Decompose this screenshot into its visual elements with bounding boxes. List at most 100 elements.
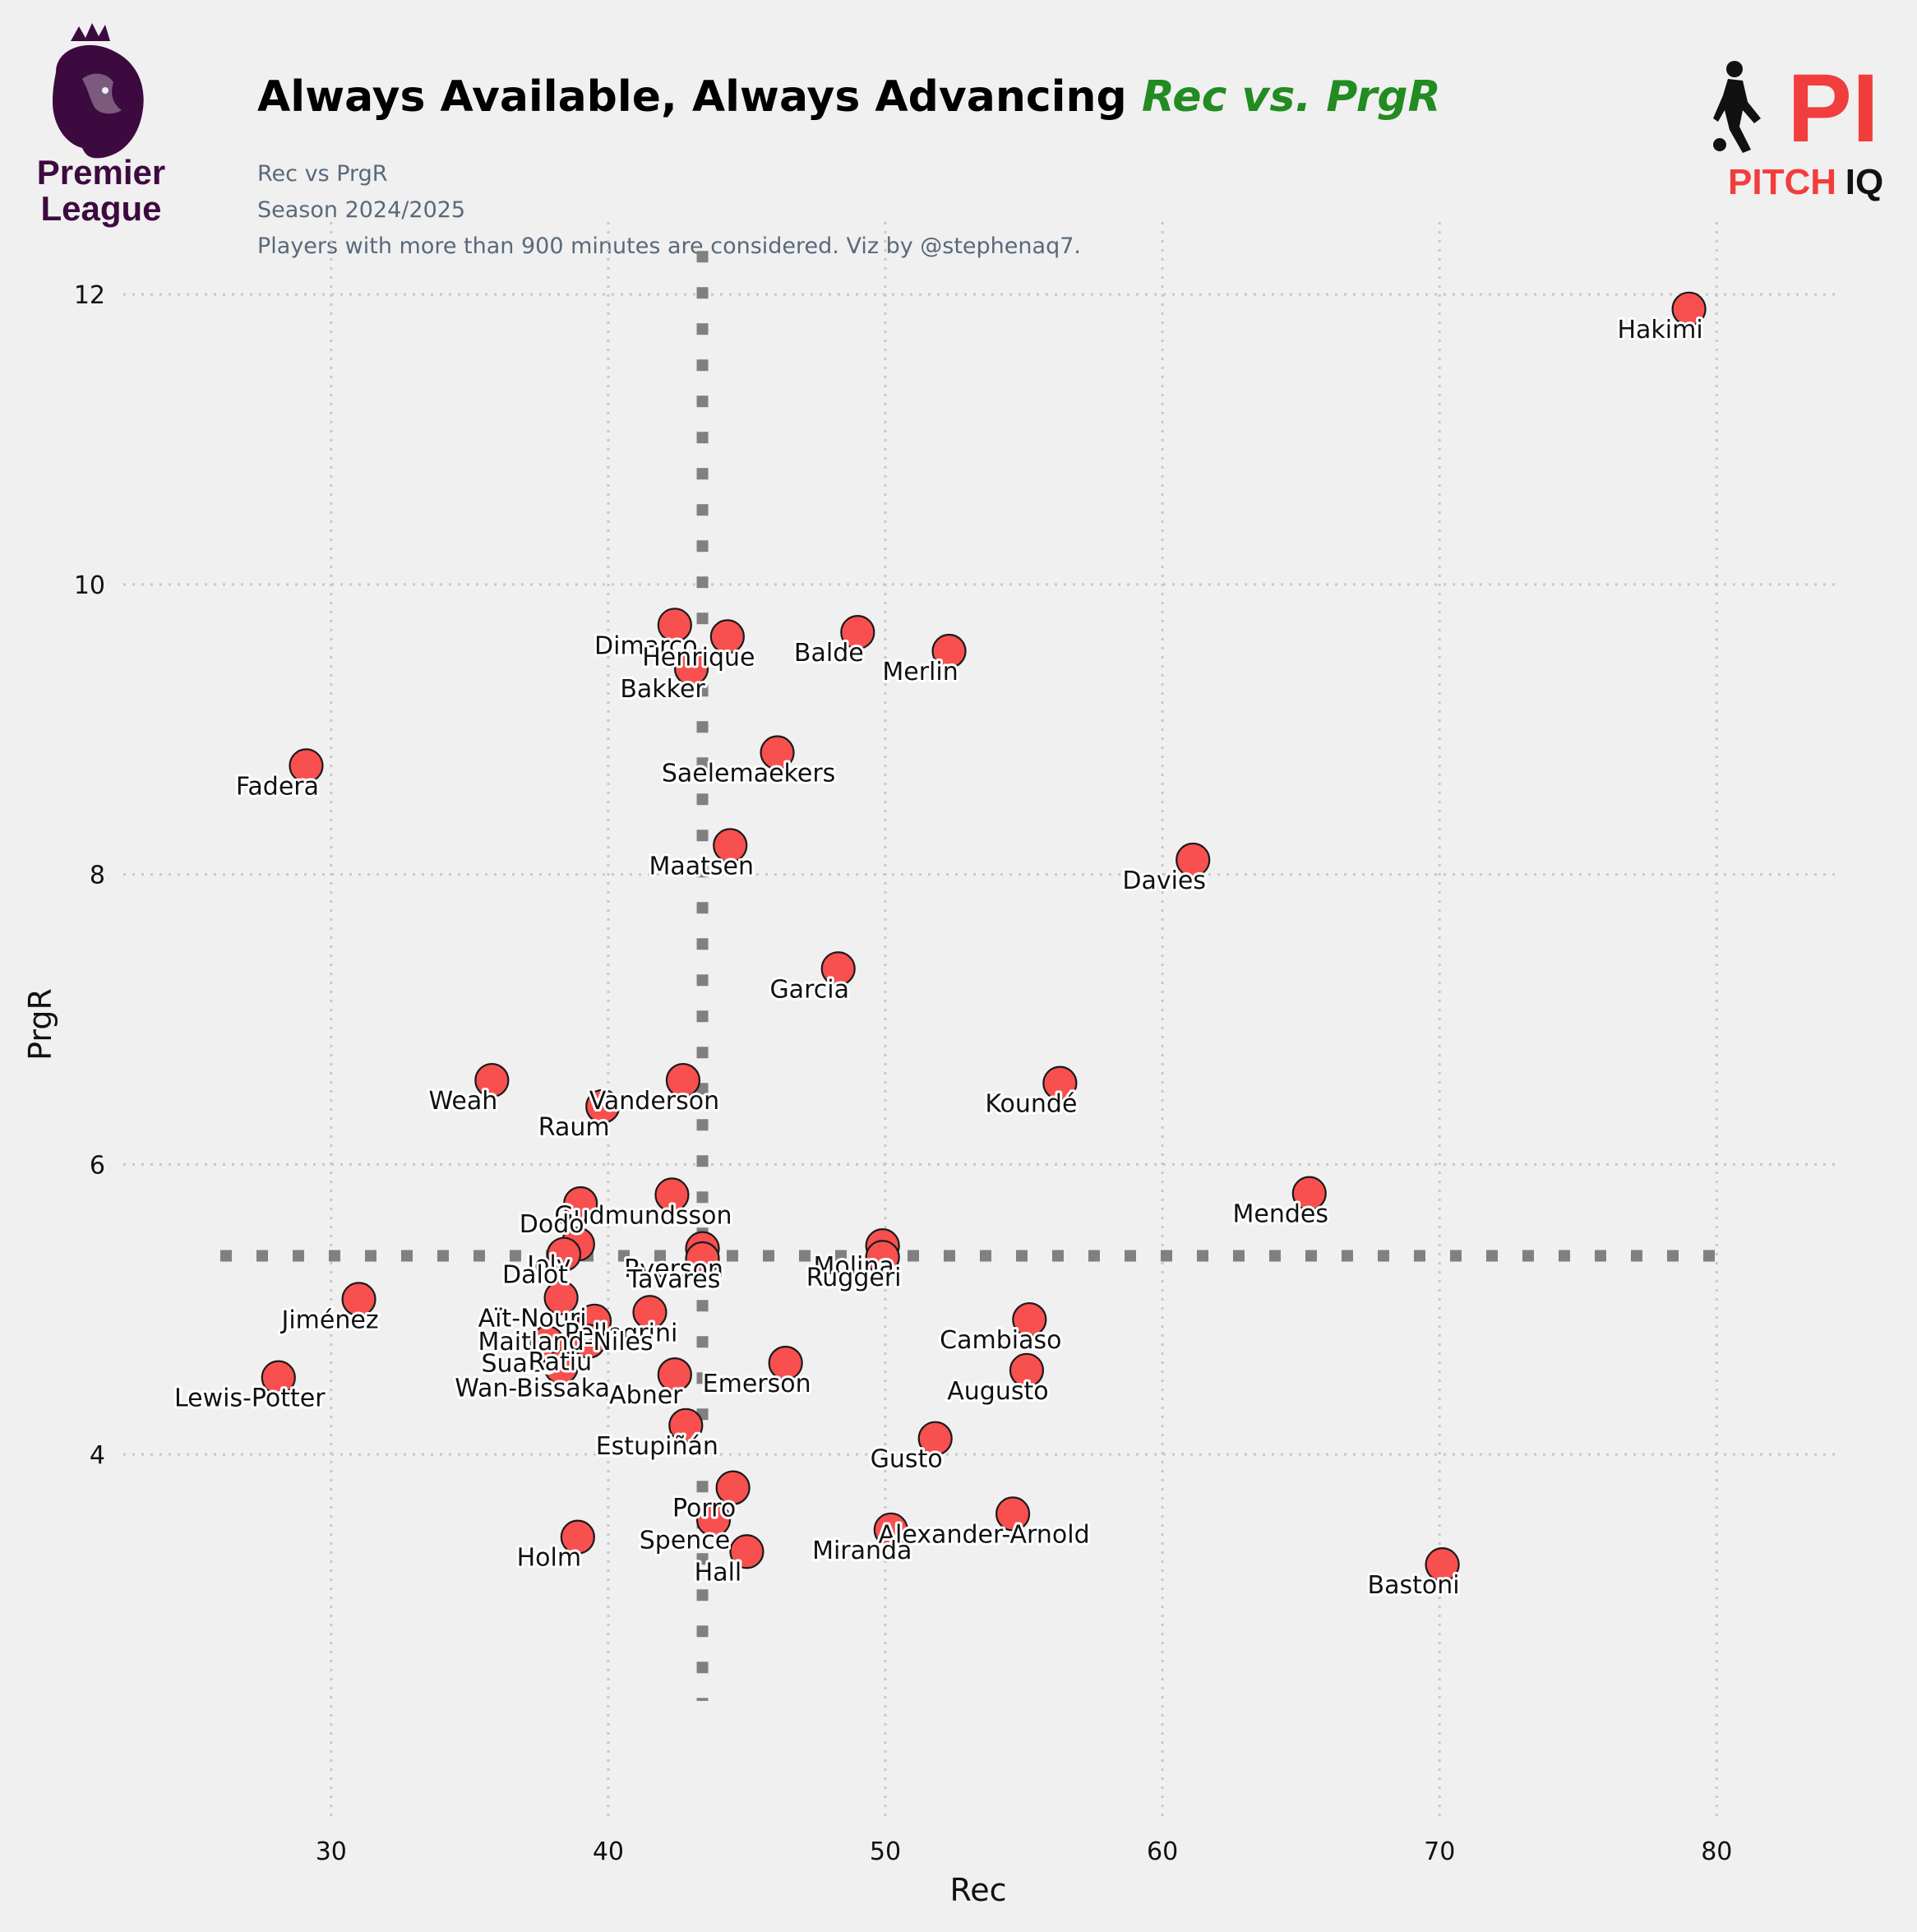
point-label: Spence [640, 1526, 731, 1555]
point-label: Pellegrini [565, 1319, 678, 1347]
point-label: Ryerson [624, 1255, 723, 1284]
data-point [729, 1534, 764, 1569]
point-label: Davies [1122, 867, 1206, 895]
lion-crest-icon: Premier League [37, 23, 165, 228]
data-point [917, 1421, 953, 1456]
point-label: Jiménez [279, 1306, 378, 1334]
point-label: Suazo [481, 1349, 556, 1378]
data-point [709, 619, 745, 654]
data-point [474, 1062, 510, 1098]
y-tick-label: 6 [90, 1151, 105, 1180]
svg-text:League: League [40, 189, 161, 228]
x-tick-label: 40 [593, 1837, 624, 1866]
y-tick-labels: 4 6 8 10 12 [74, 281, 105, 1470]
data-point [657, 1357, 692, 1393]
data-point [713, 828, 748, 863]
data-point [654, 1177, 690, 1213]
svg-text:PITCH: PITCH [1728, 162, 1836, 202]
data-point [543, 1280, 579, 1315]
data-point [665, 1062, 701, 1098]
x-tick-labels: 30 40 50 60 70 80 [316, 1837, 1733, 1866]
footballer-silhouette-icon: PI PITCH IQ [1713, 54, 1883, 202]
data-point [715, 1470, 751, 1505]
data-point [571, 1324, 607, 1359]
data-point [695, 1502, 732, 1537]
data-point [768, 1345, 803, 1381]
point-label: Lewis-Potter [174, 1384, 326, 1413]
data-point [931, 633, 967, 669]
data-point [1012, 1301, 1047, 1338]
data-point [632, 1295, 667, 1330]
subtitle-note: Players with more than 900 minutes are c… [257, 233, 1081, 259]
data-point [546, 1236, 582, 1272]
point-label: Koundé [985, 1090, 1077, 1119]
point-label: Dimarco [594, 631, 698, 660]
point-label: Balde [794, 639, 864, 668]
point-label: Emerson [703, 1370, 811, 1398]
point-label: Holm [517, 1544, 581, 1573]
chart-title: Always Available, Always Advancing Rec v… [257, 72, 1441, 122]
subtitle-metric: Rec vs PrgR [257, 161, 388, 187]
point-label: Gudmundsson [554, 1201, 732, 1230]
point-label: Bakker [620, 675, 705, 704]
data-point [1176, 842, 1211, 878]
point-label: Wan-Bissaka [455, 1374, 610, 1403]
point-label: Cambiaso [940, 1326, 1061, 1355]
y-tick-label: 12 [74, 281, 105, 310]
data-point [1425, 1547, 1460, 1583]
data-point [1671, 291, 1707, 326]
svg-text:Premier: Premier [37, 153, 165, 192]
point-label: Hall [695, 1558, 742, 1587]
data-points [261, 291, 1707, 1583]
data-point [685, 1241, 720, 1277]
data-point [995, 1496, 1031, 1532]
point-label: Maitland-Niles [478, 1328, 653, 1357]
point-label: Joly [525, 1250, 570, 1279]
data-point [560, 1519, 595, 1555]
data-point [668, 1407, 704, 1443]
data-point [873, 1512, 908, 1547]
y-tick-label: 8 [90, 862, 105, 890]
point-label: Vanderson [589, 1087, 719, 1116]
grid-lines [123, 222, 1841, 1817]
point-label: Maatsen [649, 852, 754, 880]
data-point [261, 1360, 296, 1395]
x-axis-label: Rec [950, 1872, 1007, 1908]
x-tick-label: 50 [870, 1837, 901, 1866]
data-point [585, 1088, 621, 1124]
svg-text:PI: PI [1787, 54, 1879, 163]
point-label: Porro [672, 1495, 736, 1523]
y-tick-label: 4 [90, 1441, 105, 1470]
data-point [657, 608, 692, 643]
point-label: Dodo [520, 1210, 584, 1239]
point-label: Miranda [812, 1537, 912, 1565]
reference-lines [219, 251, 1734, 1701]
data-point [760, 735, 795, 770]
point-label: Saelemaekers [662, 759, 835, 788]
point-label: Alexander-Arnold [879, 1520, 1090, 1549]
data-point [341, 1282, 376, 1317]
data-point [820, 951, 856, 987]
point-label: Ruggeri [806, 1264, 902, 1292]
point-label: Merlin [882, 658, 958, 686]
point-label: Augusto [947, 1377, 1048, 1406]
point-label: Henrique [642, 643, 755, 672]
x-tick-label: 30 [316, 1837, 347, 1866]
point-label: Estupiñán [596, 1432, 718, 1461]
svg-text:IQ: IQ [1845, 162, 1883, 202]
data-point [840, 615, 875, 650]
x-tick-label: 60 [1147, 1837, 1178, 1866]
point-label: Weah [428, 1087, 497, 1116]
data-point [1291, 1176, 1327, 1211]
data-point [673, 651, 709, 686]
point-label: Tavares [626, 1265, 721, 1294]
x-tick-label: 80 [1701, 1837, 1732, 1866]
point-label: Raum [538, 1113, 610, 1142]
point-label: Bastoni [1368, 1571, 1460, 1600]
point-label: Fadera [236, 772, 319, 801]
data-point [865, 1240, 900, 1275]
point-label: Hakimi [1617, 316, 1702, 344]
title-text: Always Available, Always Advancing [257, 72, 1127, 122]
subtitle-season: Season 2024/2025 [257, 197, 466, 223]
